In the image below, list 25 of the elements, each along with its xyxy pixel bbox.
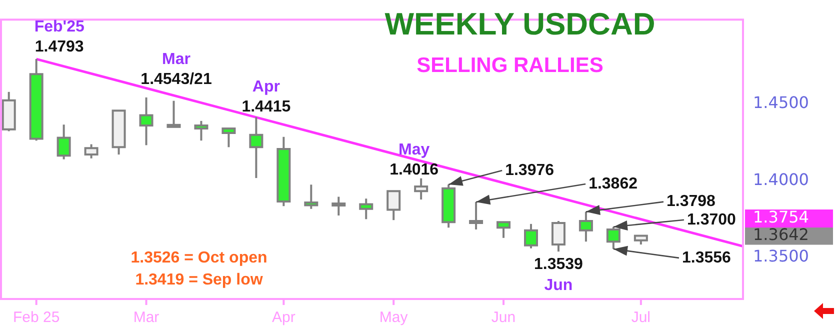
y-tick-label: 1.3642 bbox=[753, 224, 809, 244]
x-tick-label: Jul bbox=[631, 309, 651, 326]
annotation: 1.3862 bbox=[588, 175, 638, 192]
annotation: Apr 1.4415 bbox=[242, 78, 291, 116]
x-tick-label: May bbox=[379, 309, 408, 326]
y-tick-label: 1.3500 bbox=[753, 246, 809, 266]
annotation: 1.3976 bbox=[505, 162, 554, 179]
annotation: 1.3419 = Sep low bbox=[135, 271, 264, 288]
annotation: Mar 1.4543/21 bbox=[140, 50, 212, 88]
annotation: Feb'25 1.4793 bbox=[34, 18, 84, 56]
x-tick-label: Apr bbox=[272, 309, 296, 326]
annotation: 1.3539 Jun bbox=[534, 256, 584, 294]
x-tick-label: Mar bbox=[133, 309, 160, 326]
y-tick-label: 1.4000 bbox=[753, 170, 809, 189]
x-tick-label: Feb 25 bbox=[12, 309, 60, 326]
y-tick-label: 1.3754 bbox=[753, 208, 809, 227]
chart-title: WEEKLY USDCAD bbox=[384, 6, 656, 42]
text: SELLING RALLIES bbox=[416, 54, 604, 77]
y-tick-label: 1.4500 bbox=[753, 93, 809, 112]
annotation: May 1.4016 bbox=[390, 142, 439, 179]
annotation: 1.3526 = Oct open bbox=[130, 249, 268, 266]
x-tick-label: Jun bbox=[491, 309, 516, 326]
annotation: 1.3556 bbox=[682, 249, 732, 266]
annotation: 1.3700 bbox=[686, 211, 736, 228]
annotation: 1.3798 bbox=[666, 193, 716, 210]
